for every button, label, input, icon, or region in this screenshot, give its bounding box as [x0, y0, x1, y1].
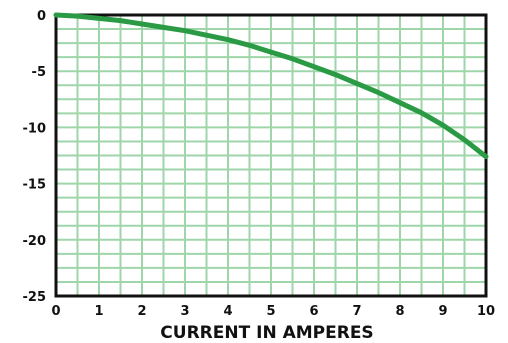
grid — [56, 15, 486, 296]
y-tick-label: -15 — [23, 178, 47, 193]
x-tick-label: 10 — [477, 304, 495, 319]
x-tick-label: 5 — [266, 304, 275, 319]
x-axis-label: CURRENT IN AMPERES — [160, 323, 373, 343]
y-tick-label: -20 — [23, 234, 47, 249]
x-tick-label: 8 — [395, 304, 404, 319]
x-tick-label: 3 — [180, 304, 189, 319]
y-tick-label: -25 — [23, 290, 47, 305]
x-tick-label: 9 — [438, 304, 447, 319]
x-tick-label: 1 — [94, 304, 103, 319]
series-line-0 — [53, 12, 489, 160]
y-tick-label: 0 — [37, 9, 46, 24]
x-tick-label: 0 — [51, 304, 60, 319]
y-tick-label: -5 — [32, 65, 46, 80]
x-tick-label: 2 — [137, 304, 146, 319]
y-tick-label: -10 — [23, 121, 47, 136]
x-tick-label: 4 — [223, 304, 232, 319]
x-tick-label: 6 — [309, 304, 318, 319]
x-tick-label: 7 — [352, 304, 361, 319]
